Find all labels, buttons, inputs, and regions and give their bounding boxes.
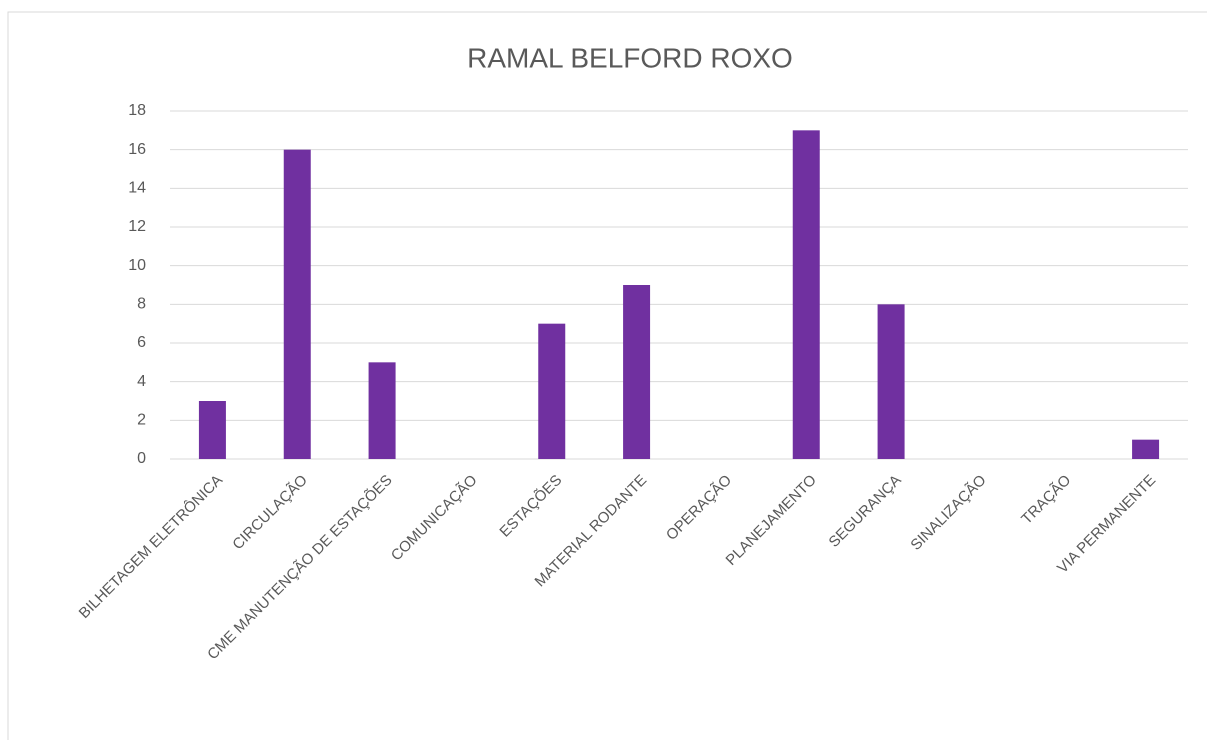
x-tick-label: PLANEJAMENTO <box>723 472 820 569</box>
x-tick-label: SINALIZAÇÃO <box>907 472 989 554</box>
y-tick-label: 6 <box>137 334 146 351</box>
x-tick-label: TRAÇÃO <box>1018 472 1074 528</box>
y-tick-label: 14 <box>128 180 146 197</box>
x-tick-label: CIRCULAÇÃO <box>229 472 311 554</box>
x-tick-label: BILHETAGEM ELETRÔNICA <box>76 472 226 622</box>
y-tick-label: 16 <box>128 141 146 158</box>
y-tick-label: 4 <box>137 373 146 390</box>
bar <box>1132 439 1160 459</box>
x-tick-label: ESTAÇÕES <box>496 472 565 541</box>
bar <box>198 401 226 459</box>
y-tick-label: 8 <box>137 296 146 313</box>
y-tick-label: 18 <box>128 102 146 119</box>
x-tick-label: COMUNICAÇÃO <box>388 472 481 565</box>
bar <box>283 149 311 459</box>
x-tick-label: CME MANUTENÇÃO DE ESTAÇÕES <box>204 472 396 664</box>
y-tick-label: 2 <box>137 412 146 429</box>
y-tick-label: 0 <box>137 450 146 467</box>
bar <box>792 130 820 460</box>
chart-title: RAMAL BELFORD ROXO <box>467 42 793 73</box>
bar <box>538 323 566 459</box>
x-tick-label: OPERAÇÃO <box>663 472 735 544</box>
chart-border <box>7 11 1207 740</box>
bar <box>368 362 396 459</box>
y-tick-label: 12 <box>128 218 146 235</box>
bar <box>877 304 905 459</box>
x-tick-label: SEGURANÇA <box>826 472 905 551</box>
bar <box>623 285 651 459</box>
y-tick-label: 10 <box>128 257 146 274</box>
